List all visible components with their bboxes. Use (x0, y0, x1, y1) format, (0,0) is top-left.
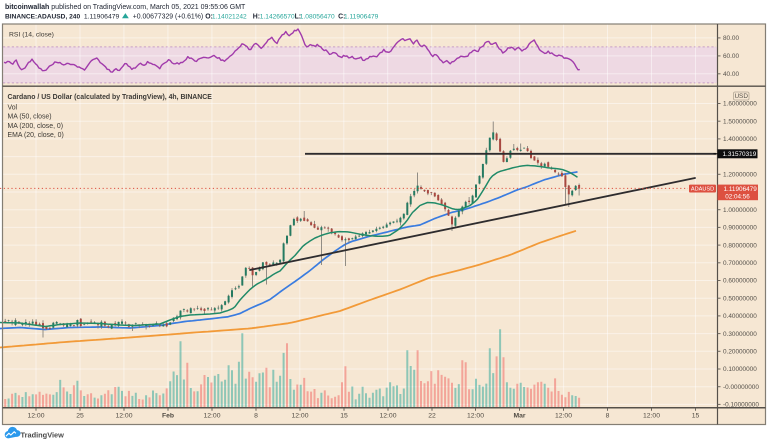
svg-text:RSI (14, close): RSI (14, close) (9, 32, 54, 39)
svg-text:-0.00000000: -0.00000000 (723, 384, 759, 391)
svg-text:Mar: Mar (513, 412, 525, 419)
svg-text:1.31570319: 1.31570319 (723, 151, 757, 158)
svg-text:Feb: Feb (162, 412, 174, 419)
svg-text:1.11906479: 1.11906479 (84, 14, 120, 21)
svg-text:1.60000000: 1.60000000 (723, 101, 757, 108)
svg-text:+0.00677329 (+0.61%): +0.00677329 (+0.61%) (133, 14, 204, 21)
svg-text:12:00: 12:00 (379, 412, 396, 419)
svg-text:25: 25 (76, 412, 84, 419)
svg-text:12:00: 12:00 (555, 412, 572, 419)
svg-text:0.40000000: 0.40000000 (723, 313, 757, 320)
svg-text:O:: O: (205, 14, 213, 21)
svg-text:MA (200, close, 0): MA (200, close, 0) (8, 123, 64, 130)
svg-text:1.00000000: 1.00000000 (723, 207, 757, 214)
svg-text:40.00: 40.00 (723, 71, 739, 78)
svg-text:0.60000000: 0.60000000 (723, 278, 757, 285)
svg-text:C:: C: (338, 14, 345, 21)
svg-text:0.80000000: 0.80000000 (723, 242, 757, 249)
svg-text:12:00: 12:00 (643, 412, 660, 419)
svg-text:15: 15 (340, 412, 348, 419)
svg-text:22: 22 (428, 412, 436, 419)
svg-text:12:00: 12:00 (291, 412, 308, 419)
svg-text:-0.10000000: -0.10000000 (723, 402, 759, 409)
svg-text:12:00: 12:00 (115, 412, 132, 419)
svg-text:12:00: 12:00 (203, 412, 220, 419)
svg-text:0.70000000: 0.70000000 (723, 260, 757, 267)
svg-text:1.14266570: 1.14266570 (260, 14, 295, 21)
svg-text:Cardano / US Dollar (calculate: Cardano / US Dollar (calculated by Tradi… (8, 94, 213, 101)
svg-text:8: 8 (254, 412, 258, 419)
svg-text:12:00: 12:00 (467, 412, 484, 419)
svg-text:BINANCE:ADAUSD, 240: BINANCE:ADAUSD, 240 (5, 14, 80, 21)
svg-text:0.10000000: 0.10000000 (723, 366, 757, 373)
svg-text:L:: L: (295, 14, 302, 21)
svg-text:TradingView: TradingView (21, 431, 65, 440)
svg-text:1.20000000: 1.20000000 (723, 172, 757, 179)
svg-text:60.00: 60.00 (723, 53, 739, 60)
svg-text:1.50000000: 1.50000000 (723, 118, 757, 125)
svg-text:12:00: 12:00 (27, 412, 44, 419)
svg-text:bitcoinwallah published on Tra: bitcoinwallah published on TradingView.c… (5, 4, 246, 11)
svg-text:H:: H: (253, 14, 260, 21)
svg-text:0.50000000: 0.50000000 (723, 295, 757, 302)
svg-text:15: 15 (692, 412, 700, 419)
svg-text:MA (50, close): MA (50, close) (8, 114, 52, 121)
svg-text:0.90000000: 0.90000000 (723, 225, 757, 232)
svg-text:0.20000000: 0.20000000 (723, 349, 757, 356)
svg-text:02:04:56: 02:04:56 (725, 193, 750, 200)
svg-text:1.08056470: 1.08056470 (300, 14, 335, 21)
svg-text:EMA (20, close, 0): EMA (20, close, 0) (8, 132, 64, 139)
svg-text:8: 8 (606, 412, 610, 419)
svg-text:USD: USD (734, 93, 748, 100)
svg-text:Vol: Vol (8, 104, 18, 111)
svg-text:ADAUSD: ADAUSD (691, 187, 714, 193)
svg-text:1.11906479: 1.11906479 (344, 14, 379, 21)
svg-text:1.11906479: 1.11906479 (724, 186, 758, 193)
svg-text:80.00: 80.00 (723, 35, 739, 42)
svg-text:1.14021242: 1.14021242 (212, 14, 247, 21)
svg-text:1.40000000: 1.40000000 (723, 136, 757, 143)
svg-text:0.30000000: 0.30000000 (723, 331, 757, 338)
